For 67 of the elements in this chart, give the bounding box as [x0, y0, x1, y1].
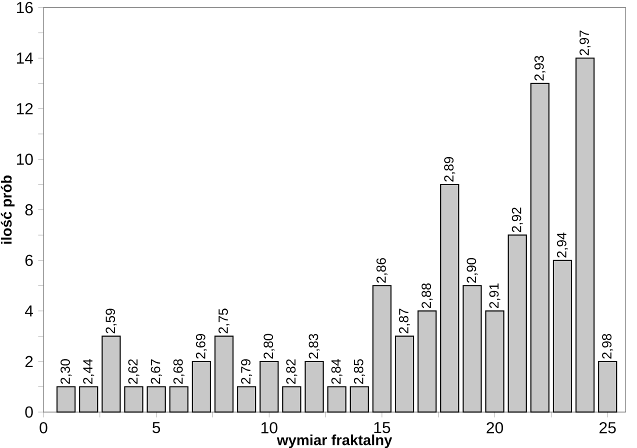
- bar: [575, 58, 595, 413]
- y-tick-label: 0: [25, 406, 33, 418]
- y-tick-label: 16: [16, 2, 33, 14]
- annotation: 2,94: [556, 232, 568, 258]
- annotation: 2,89: [444, 157, 456, 182]
- bar: [304, 360, 324, 413]
- annotation: 2,91: [489, 283, 500, 308]
- annotation: 2,80: [264, 334, 275, 359]
- bar: [508, 234, 527, 413]
- bar: [214, 336, 234, 413]
- annotation: 2,79: [241, 359, 252, 384]
- annotation: 2,90: [466, 258, 478, 283]
- bar: [418, 310, 437, 413]
- bar: [440, 184, 460, 413]
- bar: [56, 386, 76, 413]
- annotation: 2,93: [534, 56, 546, 80]
- annotation: 2,44: [83, 359, 94, 384]
- annotation: 2,98: [602, 334, 614, 359]
- annotation: 2,83: [308, 334, 320, 359]
- bar: [530, 82, 550, 413]
- bar: [485, 310, 504, 413]
- y-tick-label: 10: [16, 154, 33, 165]
- bar: [327, 386, 346, 413]
- bar: [552, 260, 572, 413]
- bar: [192, 360, 211, 413]
- x-tick-label: 15: [374, 422, 390, 434]
- annotation: 2,84: [331, 359, 342, 384]
- annotation: 2,85: [354, 359, 365, 384]
- x-tick-label: 20: [486, 422, 504, 434]
- annotation: 2,69: [196, 334, 207, 359]
- bar: [146, 386, 166, 413]
- annotation: 2,87: [399, 308, 410, 334]
- x-tick-label: 5: [152, 422, 160, 434]
- x-axis-title: wymiar fraktalny: [276, 434, 392, 448]
- annotation: 2,68: [173, 359, 184, 384]
- bar: [102, 336, 121, 413]
- y-tick-label: 2: [25, 356, 33, 368]
- annotation: 2,75: [218, 308, 230, 334]
- y-tick-label: 8: [25, 204, 33, 216]
- bar: [237, 386, 256, 413]
- annotation: 2,62: [128, 359, 140, 384]
- annotation: 2,86: [376, 258, 388, 283]
- x-tick-label: 25: [600, 422, 616, 434]
- bar: [260, 360, 279, 413]
- y-tick-label: 12: [16, 103, 33, 114]
- x-tick-label: 10: [261, 422, 278, 434]
- bar: [372, 285, 392, 413]
- annotation: 2,67: [150, 359, 162, 384]
- bar: [282, 386, 302, 413]
- bar: [462, 285, 482, 413]
- bar: [124, 386, 144, 413]
- annotation: 2,82: [286, 359, 298, 384]
- bar: [394, 336, 414, 413]
- bar: [598, 360, 618, 413]
- y-axis-title: ilość prób: [0, 176, 15, 244]
- y-tick-label: 4: [24, 305, 34, 316]
- bar: [350, 386, 369, 413]
- annotation: 2,97: [580, 30, 591, 56]
- annotation: 2,92: [512, 208, 523, 232]
- y-tick-label: 14: [16, 52, 33, 64]
- bar: [79, 386, 98, 413]
- x-tick-label: 0: [40, 422, 48, 434]
- annotation: 2,30: [60, 359, 72, 384]
- y-tick-label: 6: [25, 254, 33, 266]
- annotation: 2,59: [106, 308, 117, 334]
- annotation: 2,88: [422, 283, 433, 308]
- bar: [169, 386, 188, 413]
